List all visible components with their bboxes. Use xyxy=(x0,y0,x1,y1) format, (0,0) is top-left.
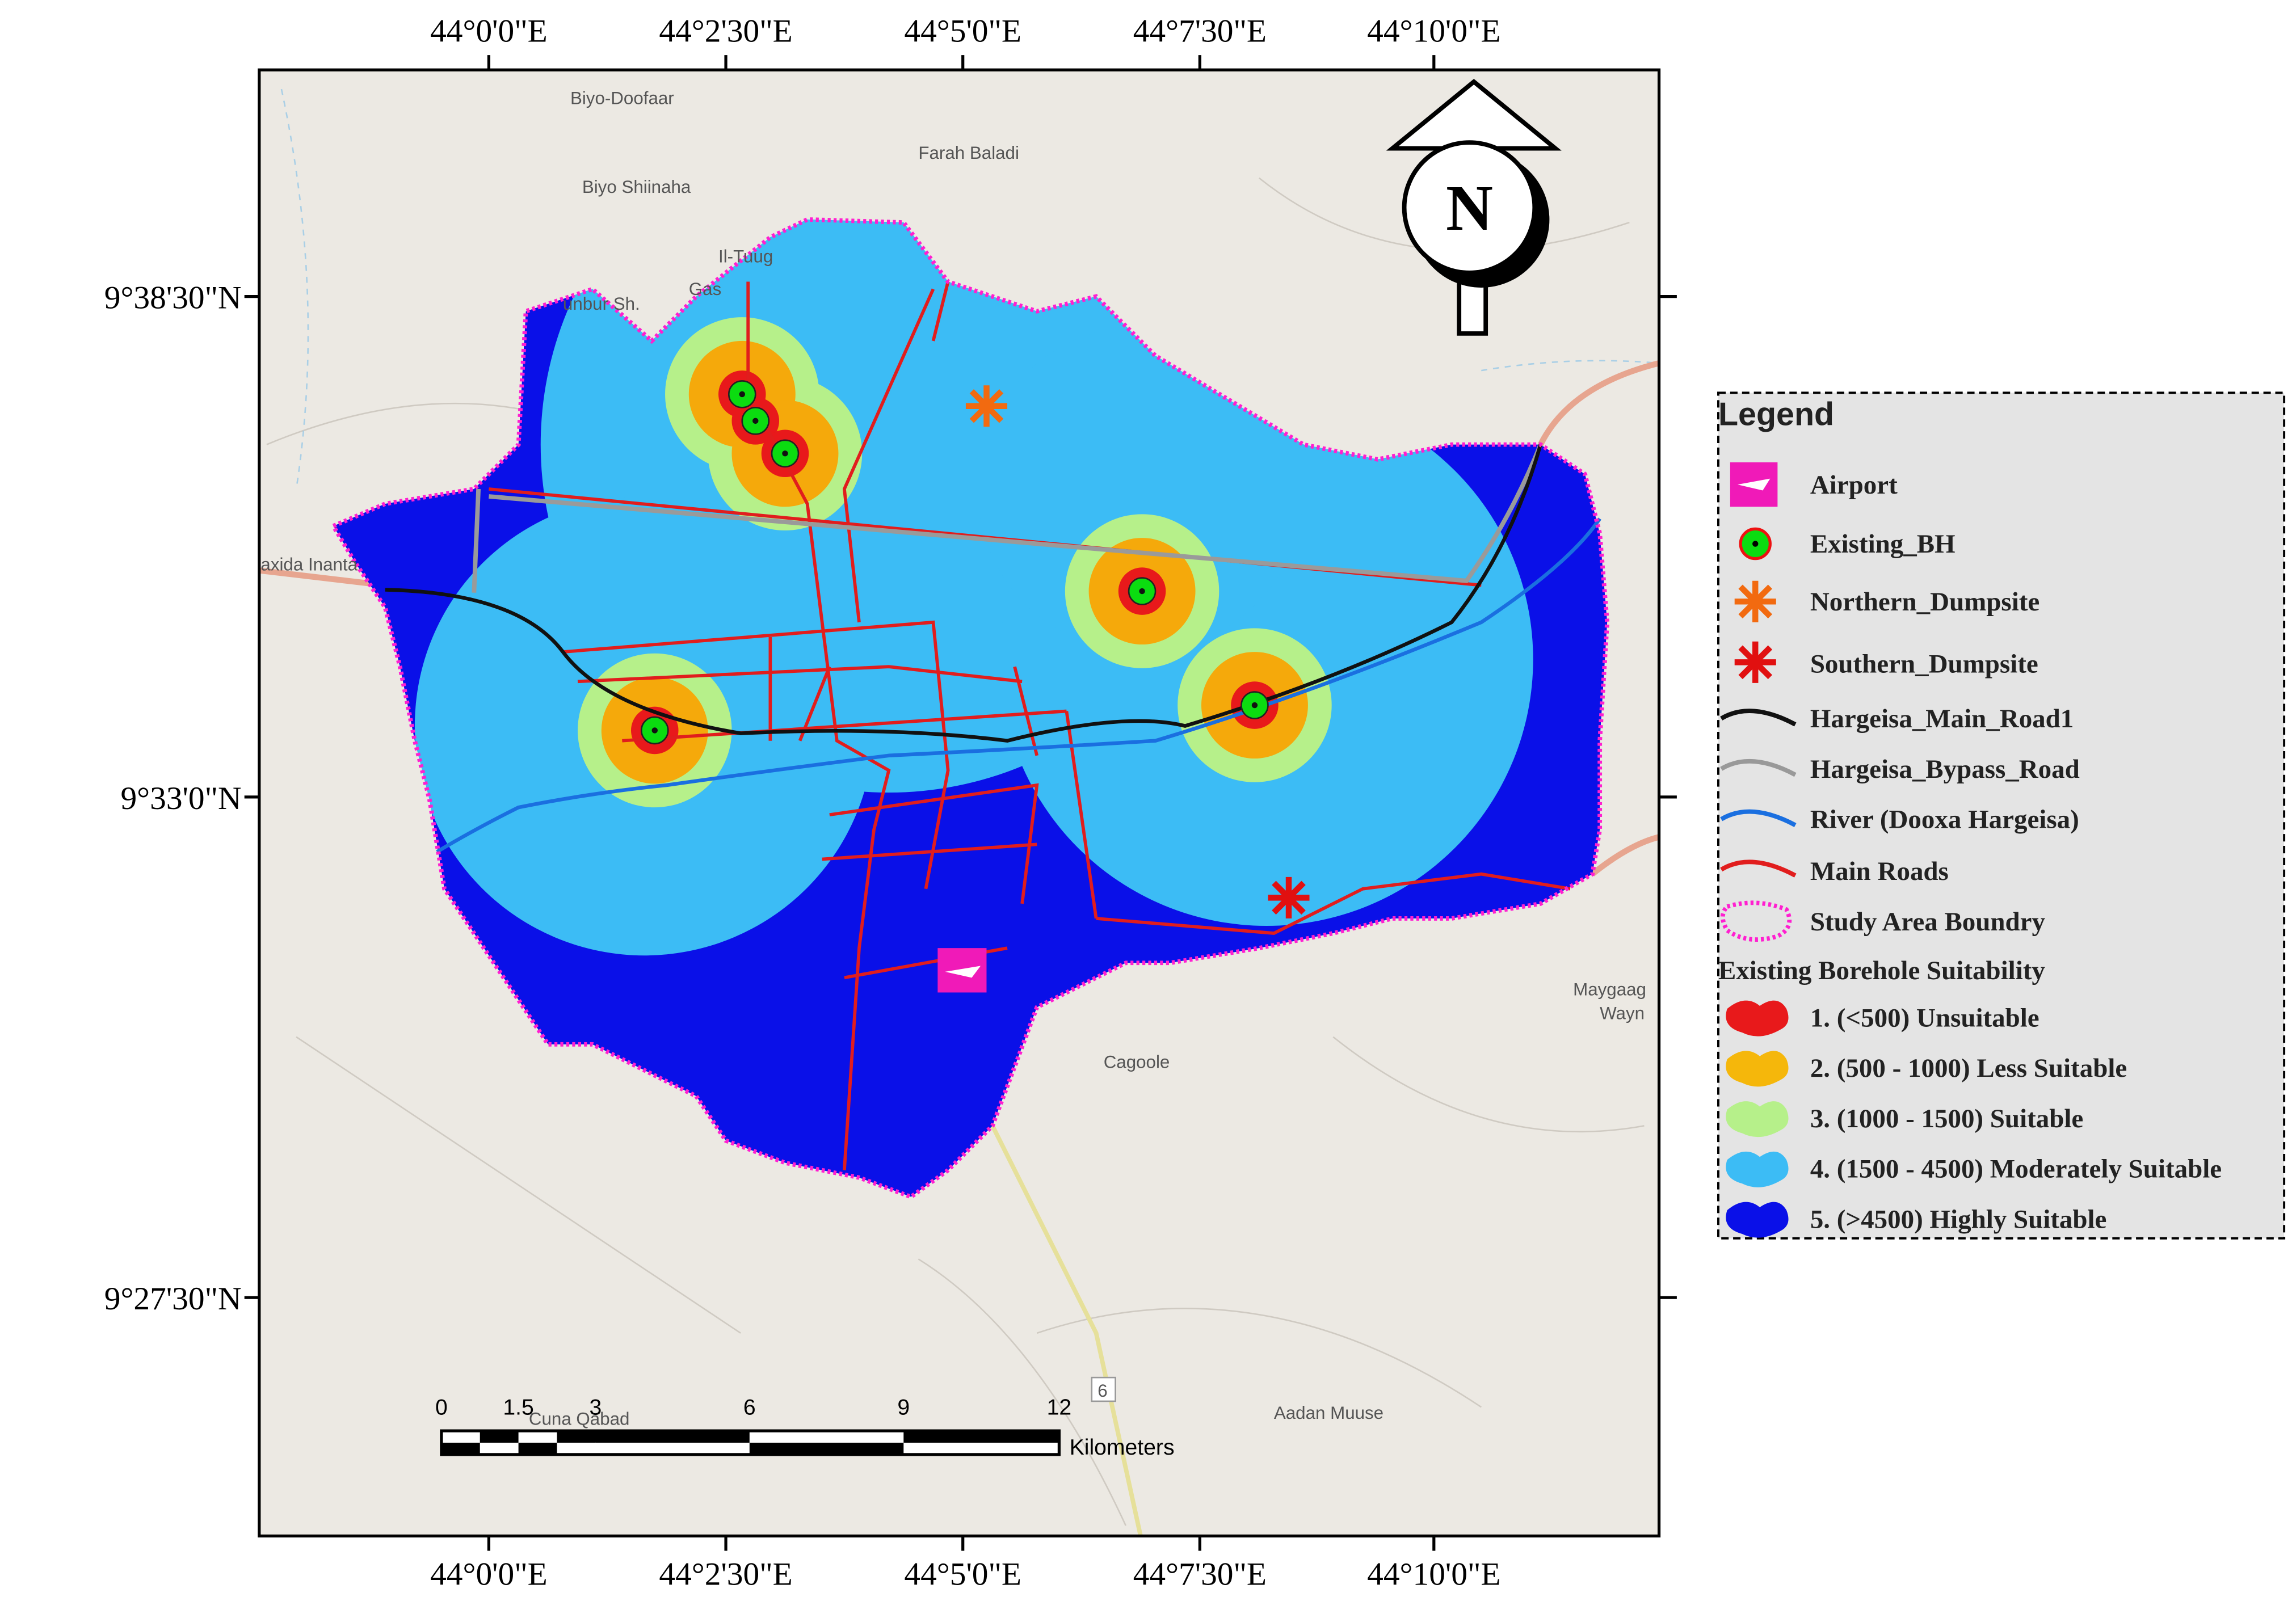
main-roads xyxy=(489,281,1571,1170)
north-label: N xyxy=(1446,172,1493,244)
place-label: Biyo-Doofaar xyxy=(570,88,674,108)
main-road xyxy=(385,444,1542,743)
legend-label: 2. (500 - 1000) Less Suitable xyxy=(1810,1054,2127,1083)
legend-label: Hargeisa_Main_Road1 xyxy=(1810,704,2074,734)
legend-label: 1. (<500) Unsuitable xyxy=(1810,1003,2040,1033)
scale-bar: 0 1.5 3 6 9 12 Kilometers xyxy=(435,1395,1175,1459)
legend-label: Airport xyxy=(1810,470,1898,500)
bypass-road xyxy=(472,444,1543,593)
legend-label: Study Area Boundry xyxy=(1810,907,2046,937)
map-frame xyxy=(258,68,1661,1538)
lon-label-top: 44°5'0"E xyxy=(904,14,1021,49)
legend-subtitle: Existing Borehole Suitability xyxy=(1718,956,2045,985)
basemap-road xyxy=(266,177,1645,1526)
legend-label: 5. (>4500) Highly Suitable xyxy=(1810,1204,2107,1234)
legend-label: Existing_BH xyxy=(1810,529,1956,559)
place-label: Farah Baladi xyxy=(918,143,1019,163)
legend-label: River (Dooxa Hargeisa) xyxy=(1810,805,2079,835)
legend-label: 4. (1500 - 4500) Moderately Suitable xyxy=(1810,1154,2222,1184)
graticule-labels: 44°0'0"E 44°0'0"E 44°2'30"E 44°2'30"E 44°5'0… xyxy=(104,14,1677,1592)
place-label: Wayn xyxy=(1600,1003,1645,1023)
lon-label-top: 44°7'30"E xyxy=(1133,14,1267,49)
place-labels: Biyo-Doofaar Farah Baladi Biyo Shiinaha … xyxy=(260,88,1646,1429)
legend-label: Southern_Dumpsite xyxy=(1810,650,2038,679)
scale-label: 0 xyxy=(435,1395,448,1419)
lat-label: 9°33'0"N xyxy=(120,781,241,816)
place-label: Cagoole xyxy=(1104,1052,1170,1072)
lon-label-top: 44°0'0"E xyxy=(430,14,548,49)
southern-dumpsite xyxy=(1268,877,1310,918)
lon-label-bottom: 44°0'0"E xyxy=(430,1557,548,1592)
place-label: axida Inanta xyxy=(260,555,358,575)
map: Biyo-Doofaar Farah Baladi Biyo Shiinaha … xyxy=(259,70,1659,1536)
legend-swatch xyxy=(1726,1051,1789,1087)
lon-label-top: 44°2'30"E xyxy=(659,14,792,49)
legend-swatch xyxy=(1726,1101,1789,1137)
place-label: Il-Tuug xyxy=(718,247,773,267)
legend-swatch xyxy=(1726,1202,1789,1238)
legend-label: Hargeisa_Bypass_Road xyxy=(1810,755,2080,784)
legend-swatch xyxy=(1726,1151,1789,1187)
basemap-stream xyxy=(280,89,1659,490)
lon-label-bottom: 44°5'0"E xyxy=(904,1557,1021,1592)
scale-unit: Kilometers xyxy=(1070,1435,1175,1460)
scale-label: 9 xyxy=(897,1395,910,1419)
place-label: Cuna Qabad xyxy=(529,1409,630,1429)
legend-label: Main Roads xyxy=(1810,857,1949,886)
legend-title: Legend xyxy=(1718,397,1834,433)
place-label: Maygaag xyxy=(1573,980,1646,1000)
place-label: unbur Sh. xyxy=(563,294,640,314)
place-label: Aadan Muuse xyxy=(1274,1403,1384,1423)
river xyxy=(436,517,1601,854)
north-arrow: N xyxy=(1386,79,1562,336)
lon-label-bottom: 44°2'30"E xyxy=(659,1557,792,1592)
scale-label: 1.5 xyxy=(503,1395,533,1419)
legend-label: 3. (1000 - 1500) Suitable xyxy=(1810,1104,2083,1134)
lat-label: 9°38'30"N xyxy=(104,280,242,315)
legend-swatch xyxy=(1726,1000,1789,1036)
legend-label: Northern_Dumpsite xyxy=(1810,587,2040,617)
legend: Legend 1. (<500) Unsuitable 2. (500 - 100… xyxy=(1717,391,2286,1240)
lat-label: 9°27'30"N xyxy=(104,1281,242,1317)
place-label: Biyo Shiinaha xyxy=(582,177,691,197)
scale-label: 3 xyxy=(589,1395,602,1419)
place-label: Gas xyxy=(689,279,721,299)
northern-dumpsite xyxy=(965,385,1008,427)
lon-label-bottom: 44°10'0"E xyxy=(1367,1557,1500,1592)
basemap-highway xyxy=(990,1124,1143,1536)
lon-label-bottom: 44°7'30"E xyxy=(1133,1557,1267,1592)
scale-label: 6 xyxy=(743,1395,756,1419)
scale-label: 12 xyxy=(1047,1395,1072,1419)
basemap-main-road xyxy=(259,360,1659,877)
lon-label-top: 44°10'0"E xyxy=(1367,14,1500,49)
place-label: 6 xyxy=(1097,1381,1107,1401)
